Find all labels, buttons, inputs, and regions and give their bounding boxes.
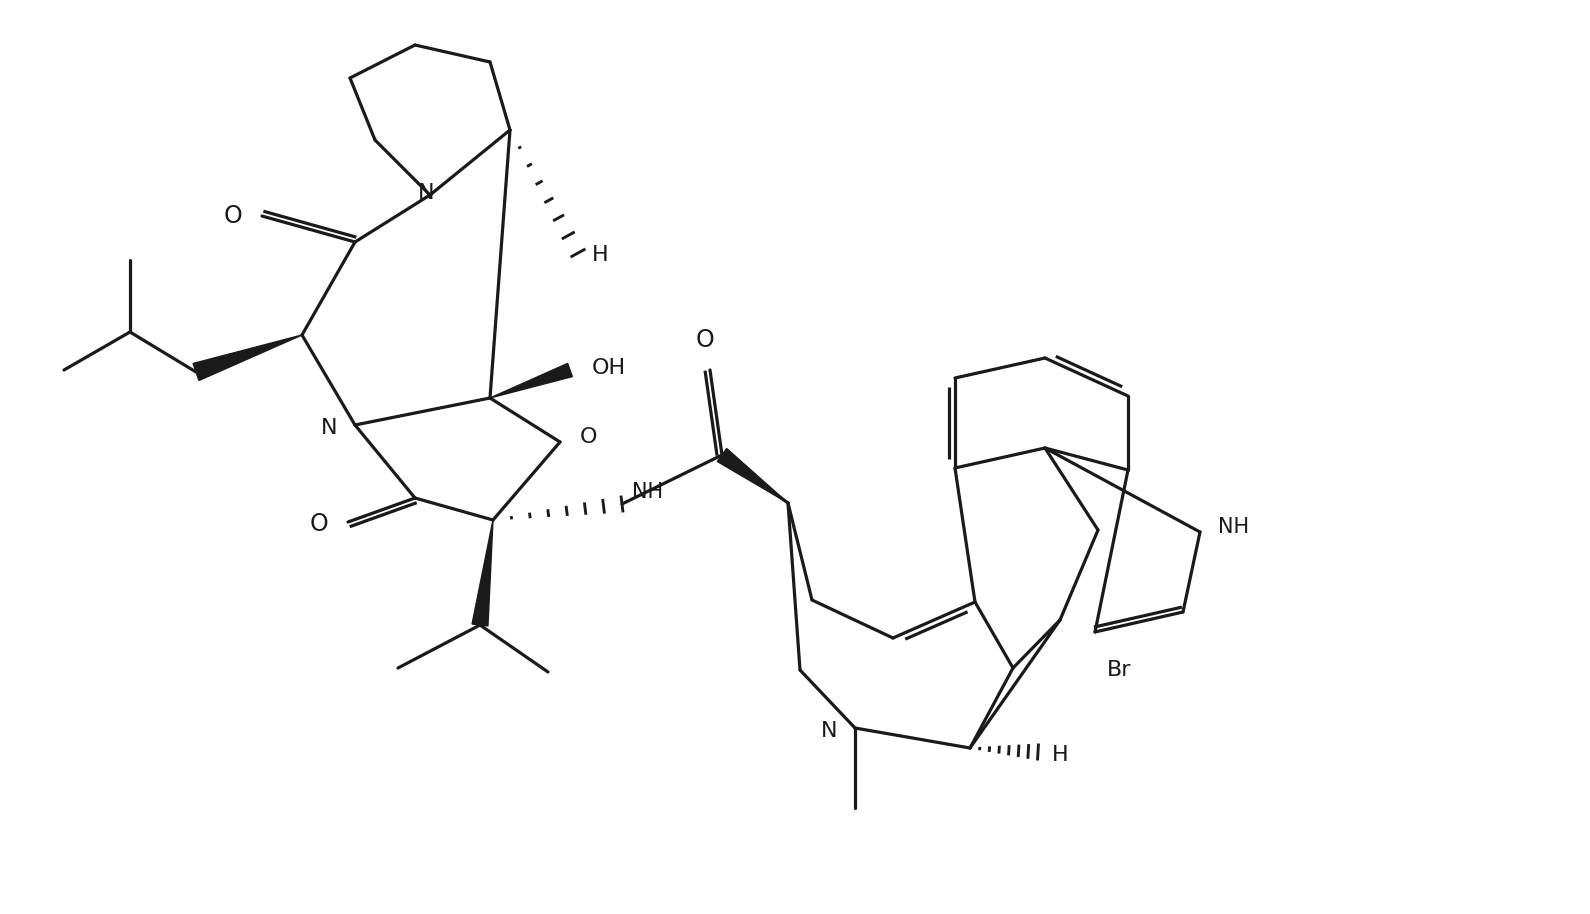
Text: H: H bbox=[1053, 745, 1068, 765]
Text: Br: Br bbox=[1107, 660, 1132, 680]
Text: N: N bbox=[321, 418, 337, 438]
Text: N: N bbox=[820, 721, 836, 741]
Polygon shape bbox=[490, 364, 572, 398]
Text: NH: NH bbox=[631, 482, 663, 502]
Text: H: H bbox=[591, 245, 609, 265]
Text: O: O bbox=[696, 328, 714, 352]
Text: NH: NH bbox=[1218, 517, 1250, 537]
Text: O: O bbox=[308, 512, 328, 536]
Polygon shape bbox=[472, 520, 493, 626]
Text: N: N bbox=[418, 183, 434, 203]
Text: O: O bbox=[580, 427, 598, 447]
Text: O: O bbox=[223, 204, 242, 228]
Polygon shape bbox=[717, 449, 789, 503]
Polygon shape bbox=[192, 335, 302, 380]
Text: OH: OH bbox=[591, 358, 626, 378]
